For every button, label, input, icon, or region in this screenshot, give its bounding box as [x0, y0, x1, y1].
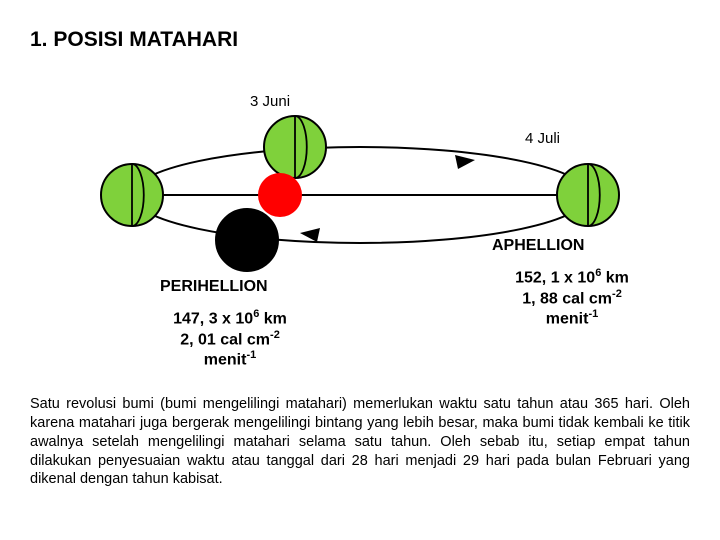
description-paragraph: Satu revolusi bumi (bumi mengelilingi ma… [30, 395, 690, 489]
aph-energy-exp: -2 [612, 288, 622, 300]
perihellion-label: PERIHELLION [160, 278, 268, 296]
aph-time-exp: -1 [588, 308, 598, 320]
page-title: 1. POSISI MATAHARI [30, 28, 238, 52]
peri-time: menit [204, 351, 247, 368]
peri-time-exp: -1 [246, 349, 256, 361]
perihellion-values: 147, 3 x 106 km 2, 01 cal cm-2 menit-1 [160, 308, 300, 370]
peri-energy: 2, 01 cal cm [180, 331, 270, 348]
aphellion-values: 152, 1 x 106 km 1, 88 cal cm-2 menit-1 [502, 267, 642, 329]
aph-time: menit [546, 310, 589, 327]
peri-energy-exp: -2 [270, 329, 280, 341]
aph-energy: 1, 88 cal cm [522, 290, 612, 307]
aph-distance: 152, 1 x 10 [515, 269, 595, 286]
peri-distance: 147, 3 x 10 [173, 310, 253, 327]
aphellion-label: APHELLION [492, 237, 584, 255]
peri-distance-unit: km [259, 310, 287, 327]
aph-distance-unit: km [601, 269, 629, 286]
